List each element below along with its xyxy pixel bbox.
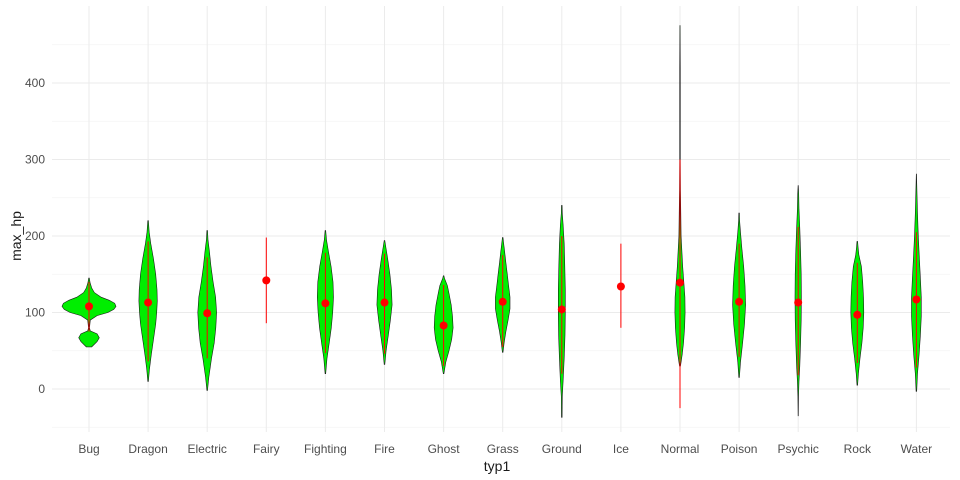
mean-point-ghost: [439, 321, 448, 330]
x-tick-label: Psychic: [778, 442, 819, 456]
x-axis-title: typ1: [484, 458, 511, 474]
mean-point-poison: [735, 297, 744, 306]
x-tick-label: Normal: [661, 442, 700, 456]
x-tick-label: Rock: [844, 442, 872, 456]
x-tick-label: Ice: [613, 442, 629, 456]
y-tick-label: 200: [25, 229, 45, 243]
violins: [61, 25, 922, 418]
mean-point-grass: [498, 297, 507, 306]
mean-point-water: [912, 295, 921, 304]
x-tick-label: Dragon: [128, 442, 167, 456]
y-axis-ticks: 0 100 200 300 400: [25, 76, 45, 396]
x-tick-label: Fighting: [304, 442, 347, 456]
mean-point-bug: [85, 302, 93, 311]
mean-point-normal: [676, 278, 684, 287]
x-tick-label: Fire: [374, 442, 395, 456]
mean-point-ice: [616, 282, 625, 291]
x-axis-ticks: Bug Dragon Electric Fairy Fighting Fire Ghost G…: [78, 442, 932, 456]
mean-point-fighting: [321, 299, 330, 308]
x-tick-label: Ghost: [428, 442, 461, 456]
mean-point-psychic: [794, 298, 803, 307]
x-tick-label: Water: [901, 442, 933, 456]
mean-point-ground: [557, 305, 566, 314]
x-tick-label: Poison: [721, 442, 758, 456]
mean-point-electric: [203, 309, 212, 318]
x-tick-label: Fairy: [253, 442, 280, 456]
x-tick-label: Electric: [188, 442, 227, 456]
y-tick-label: 400: [25, 76, 45, 90]
mean-point-dragon: [144, 298, 153, 307]
x-tick-label: Ground: [542, 442, 582, 456]
summary-marks: [85, 159, 921, 409]
y-tick-label: 300: [25, 153, 45, 167]
x-tick-label: Grass: [487, 442, 519, 456]
y-axis-title: max_hp: [8, 211, 24, 261]
grid-lines: [52, 6, 950, 432]
mean-point-fairy: [262, 276, 271, 285]
y-tick-label: 100: [25, 306, 45, 320]
mean-point-fire: [380, 298, 389, 307]
mean-point-rock: [853, 310, 862, 319]
y-tick-label: 0: [38, 382, 45, 396]
x-tick-label: Bug: [78, 442, 99, 456]
